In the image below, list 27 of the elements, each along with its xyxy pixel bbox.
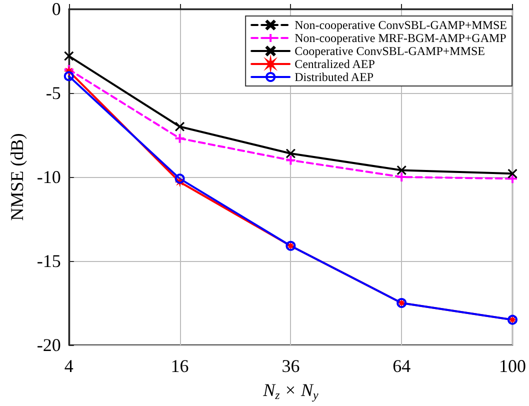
legend-label: Cooperative ConvSBL-GAMP+MMSE (294, 44, 486, 58)
point (286, 148, 296, 158)
point (508, 168, 518, 178)
legend-label: Non-cooperative MRF-BGM-AMP+GAMP (294, 31, 507, 45)
x-tick-label: 100 (499, 356, 526, 376)
y-tick-label: -20 (36, 335, 61, 355)
point (285, 154, 296, 166)
legend-label: Distributed AEP (294, 70, 374, 84)
point (507, 173, 518, 184)
x-tick-label: 64 (392, 356, 411, 376)
x-tick-label: 36 (282, 356, 300, 376)
legend-label: Centralized AEP (294, 57, 376, 71)
legend-label: Non-cooperative ConvSBL-GAMP+MMSE (294, 18, 508, 32)
x-tick-label: 4 (64, 356, 74, 376)
x-tick-label: 16 (170, 356, 189, 376)
y-tick-label: -10 (36, 167, 61, 187)
y-tick-label: -15 (36, 251, 61, 271)
point (175, 122, 185, 132)
point (396, 172, 408, 182)
y-tick-label: 0 (52, 0, 61, 19)
point (64, 51, 74, 61)
point (174, 132, 186, 144)
point (63, 64, 74, 75)
point (396, 166, 406, 176)
y-tick-label: -5 (46, 83, 61, 103)
point (174, 174, 185, 184)
y-axis-title: NMSE (dB) (7, 133, 27, 221)
